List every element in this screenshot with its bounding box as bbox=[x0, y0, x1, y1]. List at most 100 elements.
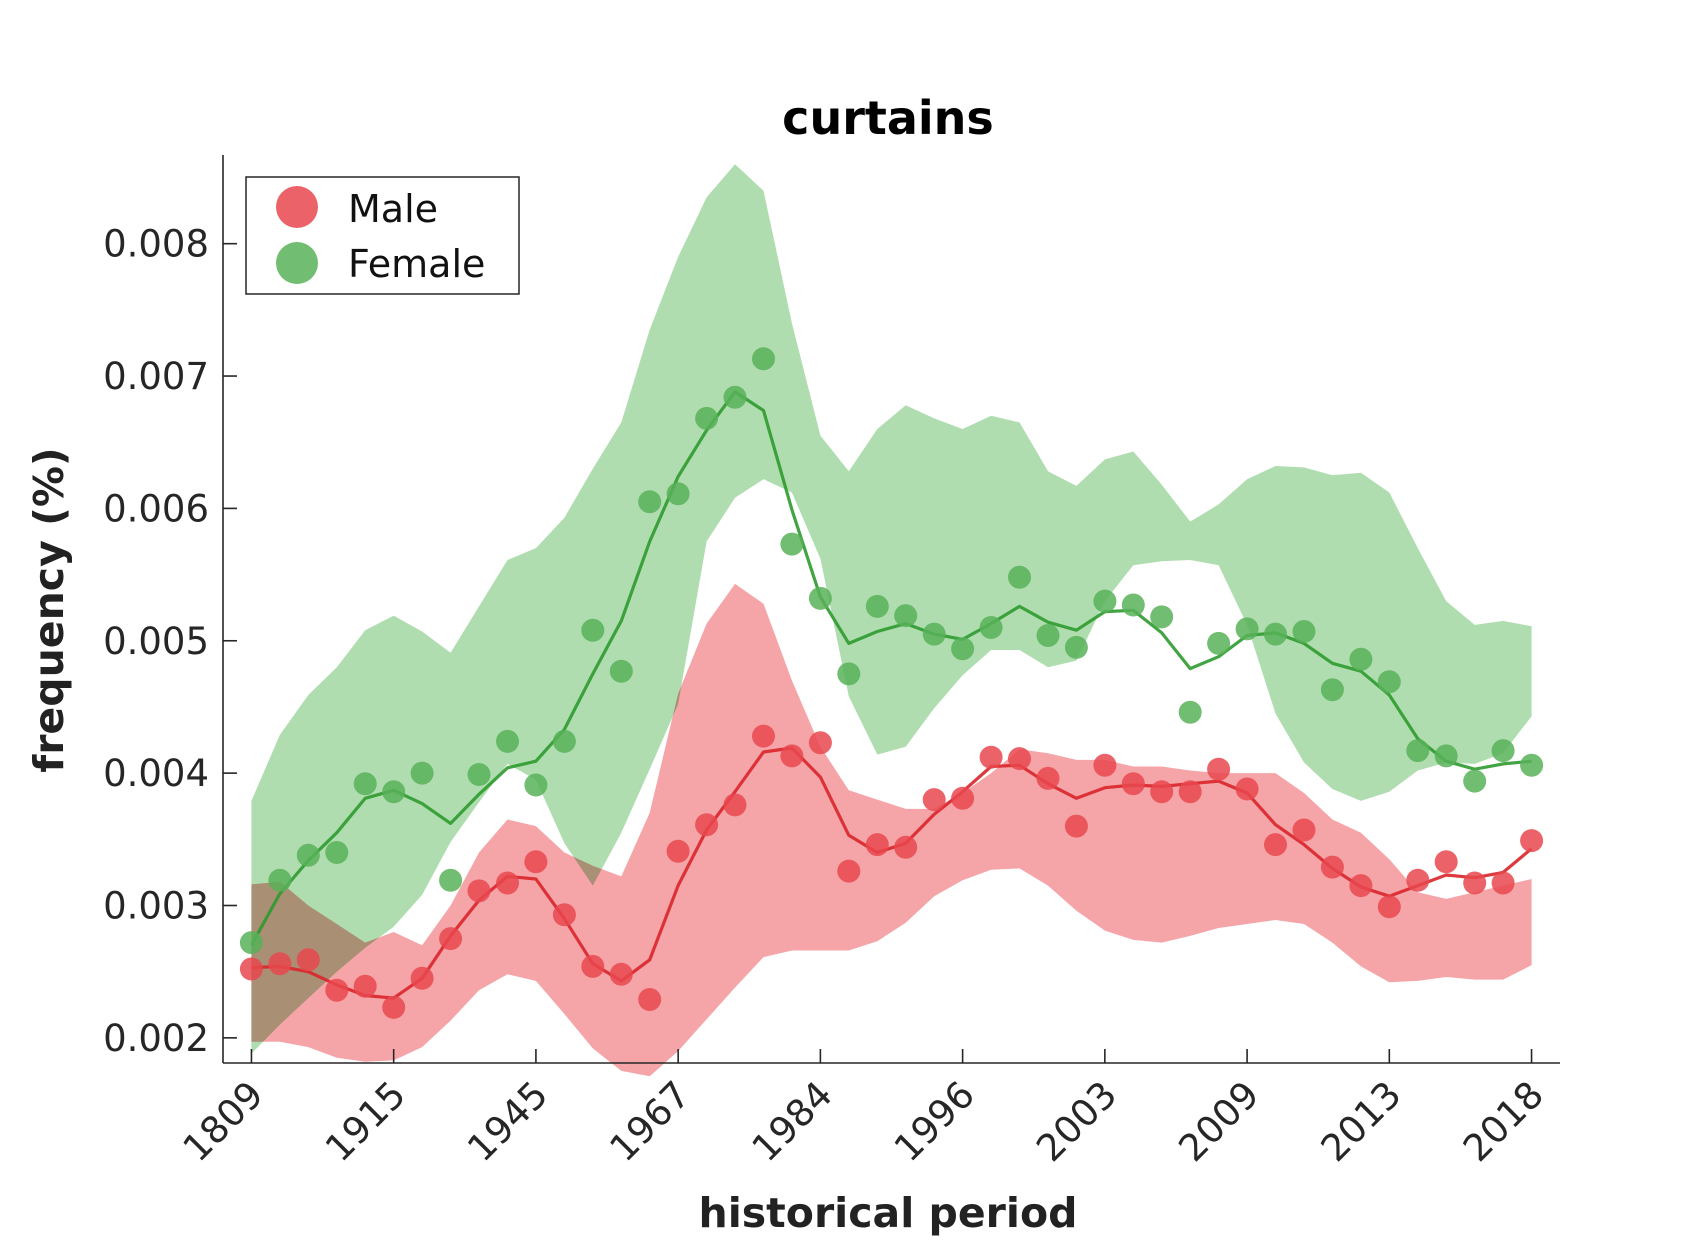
trend-line-female bbox=[249, 390, 1532, 946]
point-female bbox=[1377, 670, 1401, 694]
point-male bbox=[239, 957, 263, 981]
point-female bbox=[268, 868, 292, 892]
trend-lines bbox=[249, 390, 1533, 1000]
point-male bbox=[1377, 895, 1401, 919]
point-female bbox=[1093, 589, 1117, 613]
legend: Male Female bbox=[245, 176, 520, 295]
y-tick-label: 0.002 bbox=[103, 1017, 209, 1060]
point-male bbox=[752, 724, 775, 748]
point-male bbox=[1093, 753, 1117, 777]
point-female bbox=[296, 843, 320, 867]
y-tick-label: 0.006 bbox=[103, 487, 209, 530]
point-male bbox=[638, 988, 662, 1011]
point-female bbox=[1320, 678, 1344, 702]
point-female bbox=[467, 763, 491, 786]
point-male bbox=[894, 835, 918, 859]
point-female bbox=[1036, 624, 1060, 647]
y-tick-label: 0.008 bbox=[103, 223, 209, 266]
y-tick-label: 0.007 bbox=[103, 355, 209, 398]
point-male bbox=[268, 952, 292, 976]
point-male bbox=[922, 788, 946, 812]
point-male bbox=[1520, 829, 1544, 853]
point-female bbox=[239, 931, 263, 955]
data-points bbox=[239, 347, 1544, 1019]
point-male bbox=[1036, 766, 1060, 790]
y-tick-label: 0.004 bbox=[103, 752, 209, 795]
y-tick-label: 0.005 bbox=[103, 620, 209, 663]
point-female bbox=[496, 729, 519, 753]
point-female bbox=[1434, 744, 1458, 768]
point-male bbox=[609, 962, 633, 986]
point-male bbox=[1463, 871, 1487, 895]
legend-label-male: Male bbox=[348, 187, 438, 231]
point-male bbox=[1349, 874, 1373, 898]
point-female bbox=[865, 594, 889, 618]
point-female bbox=[1150, 605, 1174, 629]
point-female bbox=[609, 659, 633, 683]
point-male bbox=[496, 871, 519, 895]
point-male bbox=[865, 833, 889, 857]
point-female bbox=[979, 616, 1003, 639]
point-male bbox=[1178, 780, 1202, 804]
legend-marker-male bbox=[276, 186, 318, 228]
point-male bbox=[951, 786, 975, 810]
point-male bbox=[666, 839, 690, 863]
trend-line-male bbox=[251, 746, 1533, 1000]
point-female bbox=[1406, 739, 1430, 763]
point-female bbox=[695, 406, 719, 430]
point-male bbox=[723, 793, 747, 817]
point-female bbox=[382, 780, 406, 804]
point-female bbox=[1121, 593, 1145, 617]
point-male bbox=[1406, 868, 1430, 892]
point-male bbox=[439, 927, 463, 951]
point-male bbox=[524, 850, 548, 874]
point-female bbox=[552, 729, 576, 753]
point-female bbox=[723, 385, 747, 409]
point-female bbox=[1520, 753, 1544, 777]
point-male bbox=[581, 954, 605, 978]
band-female bbox=[251, 164, 1532, 1054]
point-female bbox=[837, 662, 861, 686]
point-male bbox=[1064, 814, 1088, 838]
point-male bbox=[1264, 833, 1287, 857]
point-male bbox=[1292, 818, 1316, 842]
point-male bbox=[1121, 772, 1145, 796]
point-female bbox=[1463, 769, 1487, 793]
point-female bbox=[1207, 631, 1231, 655]
point-male bbox=[1008, 747, 1031, 771]
point-male bbox=[1491, 871, 1515, 895]
point-male bbox=[296, 948, 320, 972]
point-male bbox=[1434, 850, 1458, 874]
point-female bbox=[581, 618, 605, 642]
point-male bbox=[695, 813, 719, 837]
point-male bbox=[552, 903, 576, 927]
point-female bbox=[808, 586, 832, 610]
point-male bbox=[780, 744, 804, 768]
band-male bbox=[251, 583, 1532, 1077]
point-female bbox=[524, 773, 548, 797]
point-male bbox=[1235, 777, 1259, 801]
point-male bbox=[837, 859, 861, 883]
point-female bbox=[666, 482, 690, 506]
point-male bbox=[979, 745, 1003, 769]
point-male bbox=[808, 731, 832, 755]
point-female bbox=[1264, 622, 1287, 646]
point-male bbox=[467, 879, 491, 903]
point-female bbox=[353, 772, 377, 796]
point-female bbox=[1178, 700, 1202, 724]
y-axis-label: frequency (%) bbox=[25, 447, 73, 772]
point-female bbox=[1292, 620, 1316, 643]
point-female bbox=[638, 490, 662, 514]
x-axis-label: historical period bbox=[699, 1189, 1078, 1237]
point-female bbox=[1491, 739, 1515, 763]
point-female bbox=[1235, 617, 1259, 641]
point-female bbox=[410, 761, 434, 785]
point-female bbox=[894, 604, 918, 628]
point-female bbox=[1064, 635, 1088, 659]
point-male bbox=[1150, 780, 1174, 804]
point-female bbox=[1349, 647, 1373, 671]
point-female bbox=[325, 841, 349, 864]
legend-label-female: Female bbox=[348, 242, 485, 286]
point-female bbox=[922, 622, 946, 646]
point-male bbox=[382, 995, 406, 1019]
